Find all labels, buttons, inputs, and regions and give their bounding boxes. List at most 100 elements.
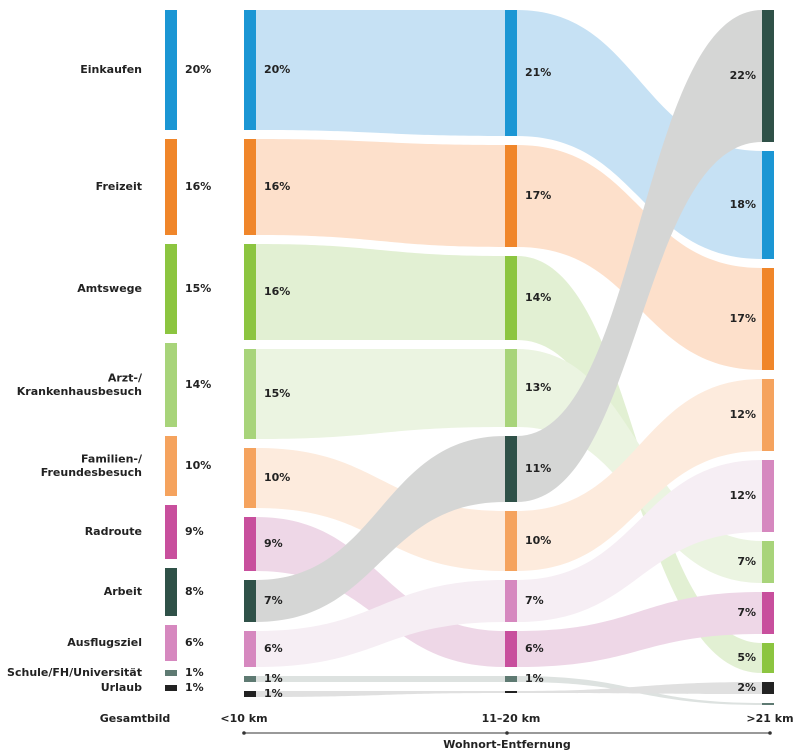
flow: [256, 139, 505, 247]
column-label: 11–20 km: [482, 712, 541, 725]
bar: [762, 460, 774, 532]
bar: [244, 349, 256, 439]
bar: [165, 343, 177, 427]
bar: [244, 244, 256, 340]
value-label: 7%: [525, 594, 544, 607]
value-label: 16%: [264, 285, 290, 298]
value-label: 14%: [525, 291, 551, 304]
bar: [762, 541, 774, 583]
bar: [244, 139, 256, 235]
value-label: 1%: [525, 672, 544, 685]
value-label: 11%: [525, 462, 551, 475]
flow: [517, 682, 762, 694]
bar: [505, 349, 517, 427]
category-label: Arzt-/Krankenhausbesuch: [17, 371, 143, 398]
bar: [505, 676, 517, 682]
value-label: 10%: [185, 459, 211, 472]
bar: [165, 625, 177, 661]
bar: [244, 580, 256, 622]
category-label: Radroute: [85, 525, 142, 538]
bar: [165, 139, 177, 235]
value-label: 15%: [264, 387, 290, 400]
value-label: 14%: [185, 378, 211, 391]
value-label: 16%: [264, 180, 290, 193]
value-label: 8%: [185, 585, 204, 598]
bar: [244, 448, 256, 508]
value-label: 22%: [730, 69, 756, 82]
value-label: 20%: [264, 63, 290, 76]
flow: [256, 10, 505, 136]
value-label: 16%: [185, 180, 211, 193]
axis-dot: [242, 731, 246, 735]
flow: [517, 10, 762, 259]
value-label: 7%: [264, 594, 283, 607]
bar: [165, 505, 177, 559]
bar: [762, 703, 774, 705]
bar: [165, 670, 177, 676]
bar: [505, 10, 517, 136]
bar: [244, 631, 256, 667]
flows: [256, 10, 762, 705]
flow: [517, 460, 762, 622]
value-label: 6%: [185, 636, 204, 649]
flow: [256, 349, 505, 439]
bar: [505, 436, 517, 502]
flow: [256, 580, 505, 667]
column-label: >21 km: [746, 712, 793, 725]
value-label: 10%: [525, 534, 551, 547]
x-axis-title: Wohnort-Entfernung: [443, 738, 570, 751]
flow: [256, 244, 505, 340]
value-label: 13%: [525, 381, 551, 394]
value-label: 9%: [185, 525, 204, 538]
value-label: 1%: [264, 687, 283, 700]
bar: [762, 379, 774, 451]
value-label: 12%: [730, 408, 756, 421]
value-label: 6%: [525, 642, 544, 655]
column-label: <10 km: [220, 712, 267, 725]
bar: [505, 631, 517, 667]
bar: [165, 244, 177, 334]
flow: [256, 691, 505, 697]
flow: [517, 10, 762, 502]
bar: [165, 568, 177, 616]
value-label: 7%: [737, 555, 756, 568]
bar: [505, 580, 517, 622]
category-label: Ausflugsziel: [67, 636, 142, 649]
bar: [244, 676, 256, 682]
value-label: 1%: [185, 666, 204, 679]
category-label: Urlaub: [101, 681, 142, 694]
bar: [762, 592, 774, 634]
axis-dot: [505, 731, 509, 735]
axis-dot: [768, 731, 772, 735]
bar: [762, 268, 774, 370]
value-label: 1%: [264, 672, 283, 685]
bar: [244, 691, 256, 697]
category-label: Arbeit: [104, 585, 142, 598]
flow: [256, 517, 505, 667]
bar: [762, 643, 774, 673]
value-label: 21%: [525, 66, 551, 79]
bar: [762, 682, 774, 694]
category-label: Einkaufen: [80, 63, 142, 76]
value-label: 9%: [264, 537, 283, 550]
value-label: 15%: [185, 282, 211, 295]
value-label: 7%: [737, 606, 756, 619]
category-label: Amtswege: [77, 282, 142, 295]
value-label: 5%: [737, 651, 756, 664]
flow: [517, 592, 762, 667]
value-label: 6%: [264, 642, 283, 655]
bar: [165, 436, 177, 496]
value-label: 2%: [737, 681, 756, 694]
value-label: 12%: [730, 489, 756, 502]
bar: [762, 151, 774, 259]
category-label: Schule/FH/Universität: [7, 666, 142, 679]
bar: [244, 10, 256, 130]
bar: [244, 517, 256, 571]
category-label: Familien-/Freundesbesuch: [41, 452, 143, 479]
bar: [165, 10, 177, 130]
value-label: 20%: [185, 63, 211, 76]
value-label: 17%: [525, 189, 551, 202]
value-label: 1%: [185, 681, 204, 694]
flow: [256, 436, 505, 622]
bar: [762, 10, 774, 142]
